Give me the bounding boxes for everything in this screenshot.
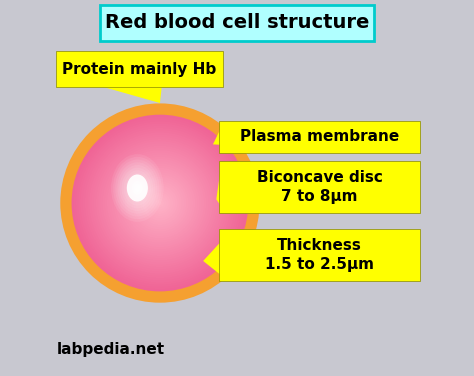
Text: Thickness
1.5 to 2.5μm: Thickness 1.5 to 2.5μm	[265, 238, 374, 271]
FancyBboxPatch shape	[219, 161, 420, 213]
Ellipse shape	[131, 174, 189, 232]
Ellipse shape	[81, 123, 239, 283]
Ellipse shape	[125, 168, 195, 238]
FancyBboxPatch shape	[56, 51, 223, 87]
Ellipse shape	[82, 126, 237, 280]
Ellipse shape	[138, 181, 182, 225]
Ellipse shape	[146, 190, 173, 216]
Ellipse shape	[118, 162, 157, 214]
Ellipse shape	[105, 148, 215, 258]
Ellipse shape	[128, 176, 147, 200]
Ellipse shape	[91, 135, 228, 271]
Ellipse shape	[98, 141, 222, 265]
Ellipse shape	[111, 155, 209, 252]
Ellipse shape	[74, 117, 246, 289]
Ellipse shape	[120, 163, 200, 243]
Text: labpedia.net: labpedia.net	[56, 342, 164, 357]
Text: Plasma membrane: Plasma membrane	[240, 129, 399, 144]
Polygon shape	[101, 86, 162, 103]
Ellipse shape	[129, 172, 191, 234]
Ellipse shape	[158, 201, 162, 205]
FancyBboxPatch shape	[219, 121, 420, 153]
Ellipse shape	[130, 179, 145, 197]
Text: Protein mainly Hb: Protein mainly Hb	[62, 62, 216, 77]
Polygon shape	[203, 243, 220, 274]
Ellipse shape	[76, 119, 244, 287]
Ellipse shape	[134, 184, 140, 192]
Ellipse shape	[121, 168, 153, 208]
Ellipse shape	[78, 121, 242, 285]
Ellipse shape	[96, 139, 224, 267]
Ellipse shape	[109, 152, 211, 254]
Ellipse shape	[136, 179, 184, 227]
Ellipse shape	[87, 130, 233, 276]
Ellipse shape	[107, 150, 213, 256]
Ellipse shape	[127, 174, 148, 202]
Ellipse shape	[151, 194, 169, 212]
Ellipse shape	[102, 146, 218, 261]
Ellipse shape	[119, 165, 155, 211]
Ellipse shape	[142, 185, 178, 221]
Ellipse shape	[85, 128, 235, 278]
Ellipse shape	[100, 143, 219, 263]
Ellipse shape	[72, 115, 248, 291]
Text: Red blood cell structure: Red blood cell structure	[105, 14, 369, 32]
Ellipse shape	[89, 132, 231, 274]
Ellipse shape	[127, 170, 193, 236]
Ellipse shape	[113, 157, 162, 219]
Ellipse shape	[111, 154, 164, 222]
Polygon shape	[213, 130, 220, 145]
Ellipse shape	[124, 170, 151, 206]
Ellipse shape	[126, 173, 149, 203]
Text: Biconcave disc
7 to 8μm: Biconcave disc 7 to 8μm	[257, 170, 383, 204]
Ellipse shape	[140, 183, 180, 223]
Polygon shape	[216, 173, 220, 205]
Ellipse shape	[116, 159, 204, 247]
Ellipse shape	[132, 181, 143, 195]
FancyBboxPatch shape	[219, 229, 420, 281]
Ellipse shape	[60, 103, 260, 303]
Ellipse shape	[115, 159, 159, 217]
Ellipse shape	[155, 199, 164, 208]
Ellipse shape	[114, 157, 206, 249]
FancyBboxPatch shape	[100, 5, 374, 41]
Ellipse shape	[118, 161, 202, 245]
Ellipse shape	[153, 196, 166, 210]
Ellipse shape	[94, 137, 226, 269]
Ellipse shape	[122, 165, 198, 241]
Ellipse shape	[145, 188, 175, 218]
Ellipse shape	[133, 176, 186, 229]
Ellipse shape	[149, 192, 171, 214]
